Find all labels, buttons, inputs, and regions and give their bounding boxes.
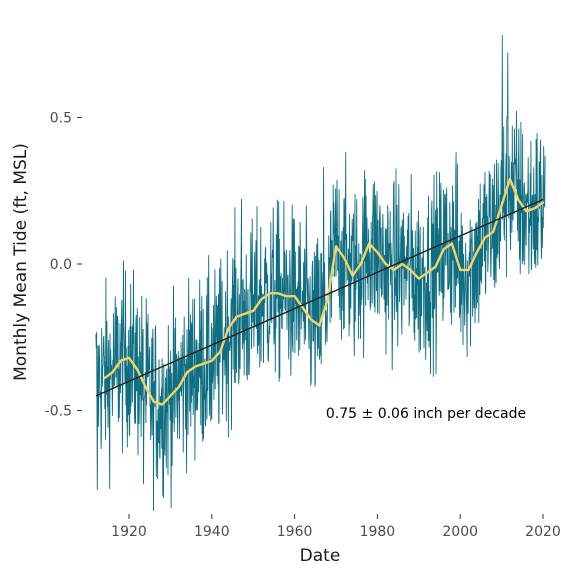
x-tick-label: 1980	[360, 524, 396, 540]
x-tick-label: 2000	[442, 524, 478, 540]
axes: 1920 1940 1960 1980 2000 2020 -0.5 0.0 0.5	[45, 111, 561, 541]
y-tick-label: 0.0	[50, 257, 72, 273]
x-tick-label: 2020	[525, 524, 561, 540]
x-tick-label: 1960	[277, 524, 313, 540]
smoothed-mean-line	[102, 177, 545, 406]
y-tick-label: 0.5	[50, 111, 72, 127]
x-axis-title: Date	[300, 546, 341, 566]
plot-area	[95, 35, 546, 511]
trend-line	[95, 198, 544, 397]
x-tick-label: 1940	[194, 524, 230, 540]
y-tick-label: -0.5	[45, 404, 72, 420]
trend-annotation: 0.75 ± 0.06 inch per decade	[326, 406, 526, 422]
y-axis-title: Monthly Mean Tide (ft, MSL)	[11, 143, 31, 381]
monthly-mean-line	[95, 35, 546, 511]
x-tick-label: 1920	[111, 524, 147, 540]
